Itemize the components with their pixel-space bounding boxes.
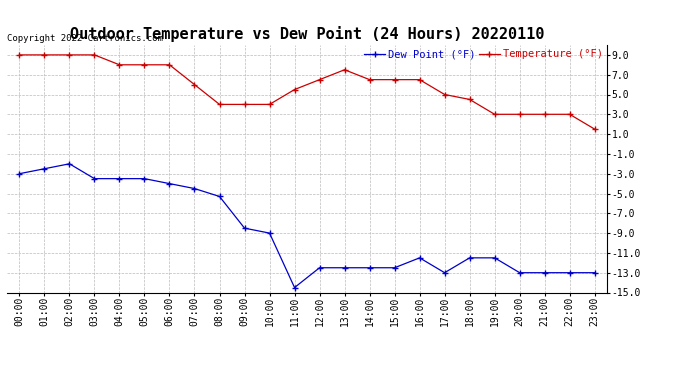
Dew Point (°F) <box>215 194 224 199</box>
Dew Point (°F) <box>115 176 124 181</box>
Temperature (°F) <box>166 63 174 67</box>
Dew Point (°F) <box>240 226 248 230</box>
Dew Point (°F) <box>90 176 99 181</box>
Dew Point (°F) <box>515 270 524 275</box>
Dew Point (°F) <box>440 270 449 275</box>
Temperature (°F) <box>466 97 474 102</box>
Temperature (°F) <box>415 77 424 82</box>
Temperature (°F) <box>215 102 224 106</box>
Dew Point (°F) <box>391 266 399 270</box>
Temperature (°F) <box>140 63 148 67</box>
Temperature (°F) <box>340 68 348 72</box>
Temperature (°F) <box>591 127 599 131</box>
Dew Point (°F) <box>266 231 274 236</box>
Temperature (°F) <box>15 53 23 57</box>
Temperature (°F) <box>491 112 499 117</box>
Temperature (°F) <box>540 112 549 117</box>
Temperature (°F) <box>290 87 299 92</box>
Temperature (°F) <box>115 63 124 67</box>
Line: Temperature (°F): Temperature (°F) <box>17 52 598 132</box>
Dew Point (°F) <box>140 176 148 181</box>
Dew Point (°F) <box>566 270 574 275</box>
Dew Point (°F) <box>40 166 48 171</box>
Temperature (°F) <box>366 77 374 82</box>
Dew Point (°F) <box>415 256 424 260</box>
Line: Dew Point (°F): Dew Point (°F) <box>17 161 598 290</box>
Dew Point (°F) <box>491 256 499 260</box>
Temperature (°F) <box>90 53 99 57</box>
Title: Outdoor Temperature vs Dew Point (24 Hours) 20220110: Outdoor Temperature vs Dew Point (24 Hou… <box>70 27 544 42</box>
Dew Point (°F) <box>66 162 74 166</box>
Temperature (°F) <box>440 92 449 97</box>
Dew Point (°F) <box>190 186 199 191</box>
Temperature (°F) <box>566 112 574 117</box>
Temperature (°F) <box>266 102 274 106</box>
Text: Copyright 2022 Cartronics.com: Copyright 2022 Cartronics.com <box>7 33 163 42</box>
Dew Point (°F) <box>591 270 599 275</box>
Dew Point (°F) <box>166 182 174 186</box>
Dew Point (°F) <box>15 171 23 176</box>
Dew Point (°F) <box>290 285 299 290</box>
Temperature (°F) <box>66 53 74 57</box>
Temperature (°F) <box>40 53 48 57</box>
Legend: Dew Point (°F), Temperature (°F): Dew Point (°F), Temperature (°F) <box>360 45 607 63</box>
Temperature (°F) <box>190 82 199 87</box>
Dew Point (°F) <box>315 266 324 270</box>
Dew Point (°F) <box>340 266 348 270</box>
Dew Point (°F) <box>366 266 374 270</box>
Temperature (°F) <box>515 112 524 117</box>
Temperature (°F) <box>391 77 399 82</box>
Temperature (°F) <box>240 102 248 106</box>
Dew Point (°F) <box>540 270 549 275</box>
Dew Point (°F) <box>466 256 474 260</box>
Temperature (°F) <box>315 77 324 82</box>
